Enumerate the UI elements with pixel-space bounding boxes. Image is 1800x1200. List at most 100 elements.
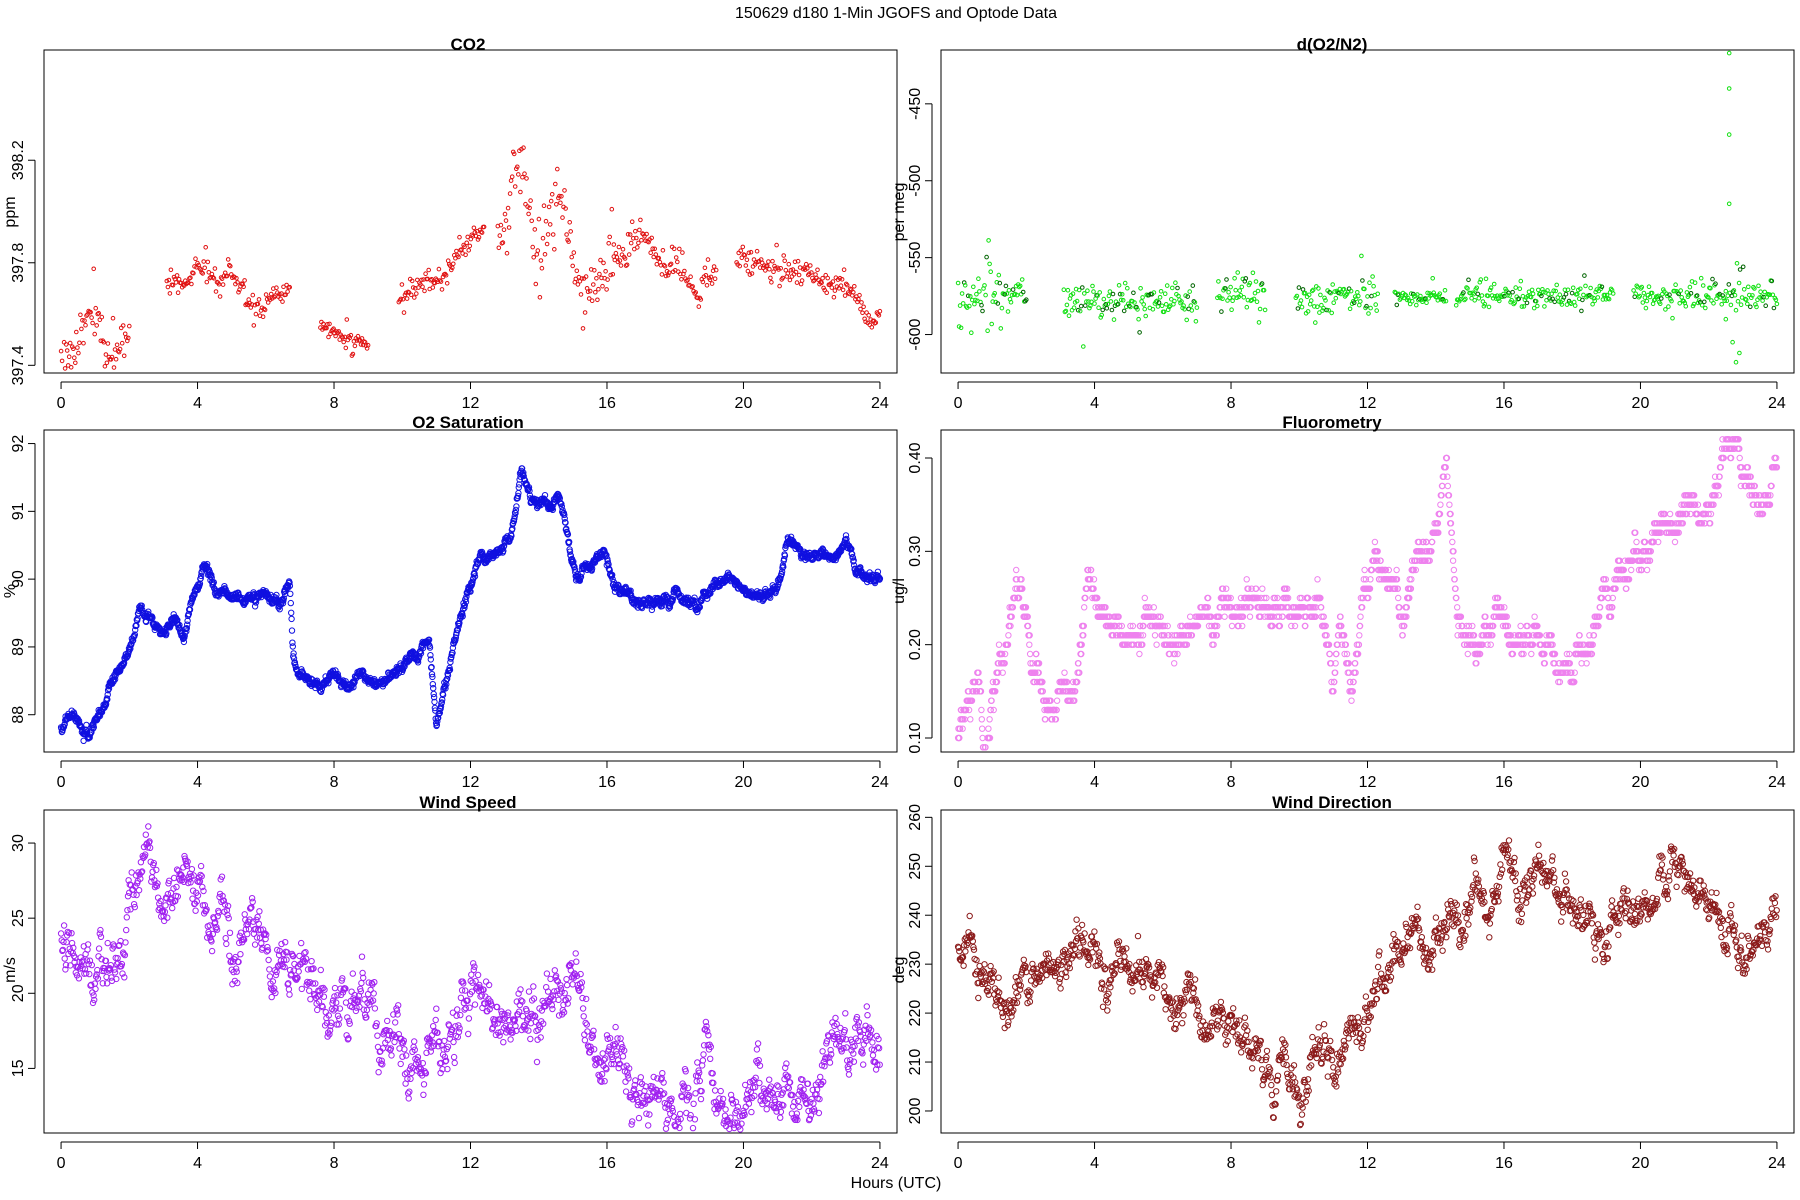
data-point xyxy=(1724,298,1730,304)
data-point xyxy=(1551,288,1556,294)
data-point xyxy=(365,342,371,348)
data-point xyxy=(510,518,518,525)
data-point xyxy=(1134,304,1139,310)
data-point xyxy=(1443,298,1449,304)
data-point xyxy=(959,291,965,296)
data-point xyxy=(546,204,552,210)
data-point xyxy=(1654,294,1660,300)
data-point xyxy=(1756,283,1761,289)
data-point xyxy=(662,263,668,269)
data-point xyxy=(286,582,294,590)
data-point xyxy=(637,227,642,233)
data-point xyxy=(285,289,290,294)
data-point xyxy=(126,335,131,341)
data-point xyxy=(1552,299,1557,305)
data-point xyxy=(208,571,215,579)
data-point xyxy=(972,301,977,307)
data-point xyxy=(199,270,204,275)
data-point xyxy=(1408,291,1414,296)
data-point xyxy=(558,500,565,508)
data-point xyxy=(785,271,791,276)
data-point xyxy=(1431,290,1436,296)
data-point xyxy=(250,292,256,298)
data-point xyxy=(819,280,824,286)
data-point xyxy=(1544,298,1549,303)
data-point xyxy=(858,306,863,312)
data-point xyxy=(449,644,457,652)
panel-title: Fluorometry xyxy=(1282,413,1382,432)
data-point xyxy=(1746,284,1751,290)
data-point xyxy=(671,246,677,252)
data-point xyxy=(1091,289,1096,294)
data-points xyxy=(955,50,1780,365)
data-point xyxy=(358,342,364,347)
data-point xyxy=(1120,298,1126,303)
data-point xyxy=(1540,287,1545,292)
data-point xyxy=(443,272,449,278)
data-point xyxy=(558,200,563,206)
data-point xyxy=(420,284,425,290)
data-point xyxy=(438,699,445,706)
data-point xyxy=(1496,296,1501,302)
data-point xyxy=(1173,280,1178,286)
data-point xyxy=(1723,316,1729,322)
y-tick-label: -500 xyxy=(907,165,924,197)
data-point xyxy=(168,267,174,273)
data-point xyxy=(547,222,553,227)
data-point xyxy=(1315,304,1320,310)
data-point xyxy=(173,280,179,285)
data-point xyxy=(1774,301,1780,307)
data-point xyxy=(1254,299,1260,305)
data-point xyxy=(280,299,285,304)
data-point xyxy=(506,225,512,230)
data-point xyxy=(677,246,682,252)
data-point xyxy=(995,301,1001,306)
data-point xyxy=(591,282,596,287)
data-point xyxy=(684,278,689,284)
data-point xyxy=(462,244,467,249)
data-point xyxy=(1570,285,1576,291)
data-point xyxy=(436,266,442,272)
panel-title: CO2 xyxy=(451,35,486,54)
data-point xyxy=(1719,302,1724,307)
data-point xyxy=(682,268,687,274)
data-point xyxy=(856,296,861,302)
y-tick-label: 0.40 xyxy=(907,442,924,473)
data-point xyxy=(577,279,583,284)
data-point xyxy=(600,283,605,289)
data-point xyxy=(778,266,784,271)
data-point xyxy=(475,237,481,242)
data-point xyxy=(504,250,510,256)
data-point xyxy=(500,240,506,245)
data-point xyxy=(634,235,639,241)
data-point xyxy=(289,643,296,650)
data-point xyxy=(999,305,1005,311)
data-point xyxy=(1348,288,1354,294)
data-point xyxy=(971,284,976,290)
data-point xyxy=(554,202,559,207)
data-point xyxy=(1065,287,1071,293)
data-point xyxy=(167,291,173,296)
data-point xyxy=(462,596,469,603)
data-point xyxy=(1182,307,1187,312)
data-point xyxy=(1172,298,1177,304)
data-point xyxy=(838,283,844,289)
data-point xyxy=(342,678,349,685)
data-point xyxy=(1643,305,1649,311)
data-point xyxy=(1524,300,1530,306)
data-point xyxy=(1557,292,1563,298)
data-point xyxy=(1580,297,1585,303)
data-point xyxy=(514,492,522,500)
data-point xyxy=(515,484,522,491)
data-point xyxy=(667,262,673,268)
data-point xyxy=(461,602,468,609)
data-point xyxy=(1216,279,1221,284)
data-point xyxy=(1306,292,1312,298)
data-point xyxy=(184,621,191,628)
data-point xyxy=(287,590,294,597)
data-point xyxy=(998,326,1004,331)
data-point xyxy=(1310,287,1316,293)
data-point xyxy=(459,613,466,620)
data-point xyxy=(1109,307,1115,313)
data-point xyxy=(191,270,196,276)
